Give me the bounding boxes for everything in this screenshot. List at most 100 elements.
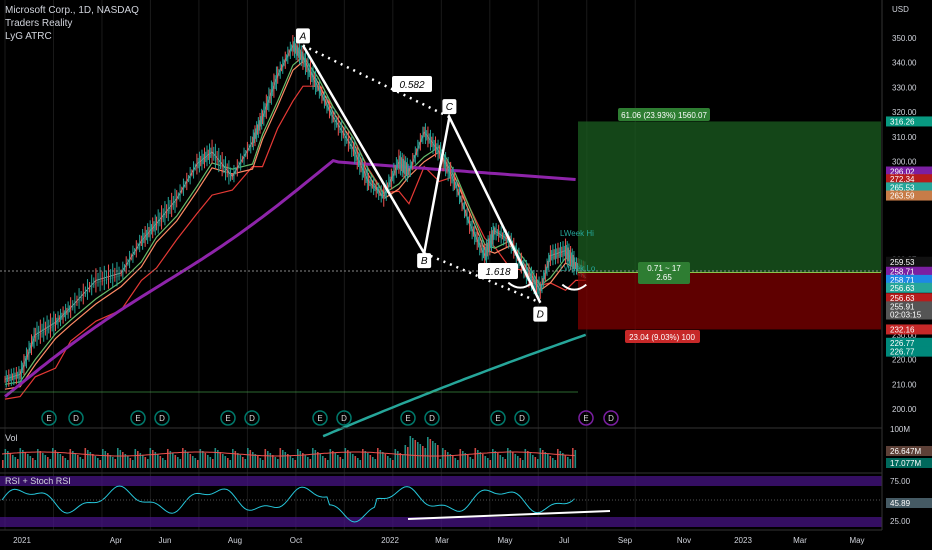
volume-bar <box>507 448 509 468</box>
event-marker-text: D <box>249 414 255 423</box>
time-label: Apr <box>110 536 123 545</box>
volume-bar <box>179 459 182 468</box>
indicator-traders-reality[interactable]: Traders Reality <box>5 18 73 29</box>
earnings-marker[interactable]: E <box>220 410 236 426</box>
earnings-marker[interactable]: E <box>578 410 594 426</box>
volume-bar <box>494 451 497 468</box>
volume-bar <box>534 457 537 468</box>
dividend-marker[interactable]: D <box>244 410 260 426</box>
price-badge <box>886 174 932 185</box>
volume-bar <box>62 456 64 468</box>
volume-bar <box>304 455 307 468</box>
time-label: 2023 <box>734 536 752 545</box>
volume-bar <box>454 458 457 468</box>
volume-bar <box>559 451 562 468</box>
volume-bar <box>424 448 427 468</box>
profit-zone[interactable] <box>578 121 881 273</box>
volume-bar <box>162 458 164 468</box>
event-marker-text: E <box>583 414 588 423</box>
volume-bar <box>394 449 397 468</box>
rsi-divergence-line[interactable] <box>407 510 611 520</box>
price-badge-text: 02:03:15 <box>890 311 922 320</box>
volume-bar <box>52 448 54 468</box>
loss-zone[interactable] <box>578 272 881 330</box>
volume-bar <box>362 449 364 468</box>
volume-bar <box>344 448 347 468</box>
volume-bar <box>147 459 149 468</box>
volume-bar <box>474 448 477 468</box>
earnings-marker[interactable]: E <box>41 410 57 426</box>
rsi-tick-75: 75.00 <box>890 477 911 486</box>
volume-bar <box>284 452 287 468</box>
volume-pane[interactable]: Vol <box>0 427 882 468</box>
volume-bar <box>307 457 309 468</box>
dividend-marker[interactable]: D <box>603 410 619 426</box>
price-badge <box>886 309 932 320</box>
volume-bar <box>392 460 394 468</box>
volume-bar <box>244 459 247 468</box>
pattern-point-label: B <box>421 256 428 267</box>
time-label: Jun <box>159 536 172 545</box>
volume-bar <box>264 449 267 468</box>
price-badge <box>886 266 932 277</box>
ratio-ac[interactable]: 0.582 <box>392 76 432 92</box>
dividend-marker[interactable]: D <box>336 410 352 426</box>
earnings-marker[interactable]: E <box>400 410 416 426</box>
price-axis[interactable]: USD 350.00 340.00 330.00 320.00 310.00 300.00… <box>881 0 932 550</box>
volume-bar <box>537 459 539 468</box>
volume-bar <box>64 458 67 468</box>
ratio-bd[interactable]: 1.618 <box>478 263 518 279</box>
price-badge <box>886 116 932 127</box>
price-badge <box>886 166 932 177</box>
abcd-pattern[interactable]: A B C D 0.582 1.618 <box>295 28 587 322</box>
price-badge-text: 255.91 <box>890 302 915 311</box>
time-label: Sep <box>618 536 633 545</box>
volume-bar <box>439 459 442 468</box>
pattern-arc <box>561 283 587 291</box>
volume-bar <box>254 454 257 468</box>
time-label: 2022 <box>381 536 399 545</box>
symbol-title[interactable]: Microsoft Corp., 1D, NASDAQ <box>5 5 139 16</box>
pattern-point-d[interactable]: D <box>533 306 548 322</box>
volume-bar <box>319 454 322 468</box>
earnings-marker[interactable]: E <box>312 410 328 426</box>
time-axis[interactable]: 2021 Apr Jun Aug Oct 2022 Mar May Jul Sep Nov 2023 M… <box>0 529 882 545</box>
volume-bar <box>547 454 549 468</box>
volume-bar <box>167 449 169 468</box>
volume-bar <box>124 454 127 468</box>
volume-bar <box>94 456 97 468</box>
volume-bar <box>112 457 114 468</box>
dividend-marker[interactable]: D <box>424 410 440 426</box>
rsi-oversold-band <box>0 517 882 527</box>
volume-bar <box>144 457 147 468</box>
dividend-marker[interactable]: D <box>154 410 170 426</box>
price-badge <box>886 274 932 285</box>
volume-bar <box>74 453 77 468</box>
volume-bar <box>382 452 384 468</box>
volume-bar <box>539 448 542 468</box>
time-label: Aug <box>228 536 242 545</box>
volume-bar <box>327 460 329 468</box>
volume-bar <box>449 454 452 468</box>
volume-bar <box>349 452 352 468</box>
rsi-pane[interactable]: RSI + Stoch RSI <box>0 472 882 527</box>
target-label-text: 61.06 (23.93%) 1560.07 <box>621 111 707 120</box>
volume-bar <box>509 450 512 468</box>
dividend-marker[interactable]: D <box>514 410 530 426</box>
volume-bar <box>57 452 59 468</box>
indicator-lyg-atrc[interactable]: LyG ATRC <box>5 31 52 42</box>
volume-bar <box>489 460 492 468</box>
pattern-point-c[interactable]: C <box>442 99 457 115</box>
dividend-marker[interactable]: D <box>68 410 84 426</box>
pattern-point-a[interactable]: A <box>295 28 310 44</box>
earnings-marker[interactable]: E <box>130 410 146 426</box>
time-label: Jul <box>559 536 569 545</box>
earnings-marker[interactable]: E <box>490 410 506 426</box>
volume-bar <box>499 455 502 468</box>
volume-bar <box>214 448 217 468</box>
entry-label-line2: 2.65 <box>656 273 672 282</box>
pattern-point-b[interactable]: B <box>417 253 432 269</box>
volume-bar <box>379 450 382 468</box>
